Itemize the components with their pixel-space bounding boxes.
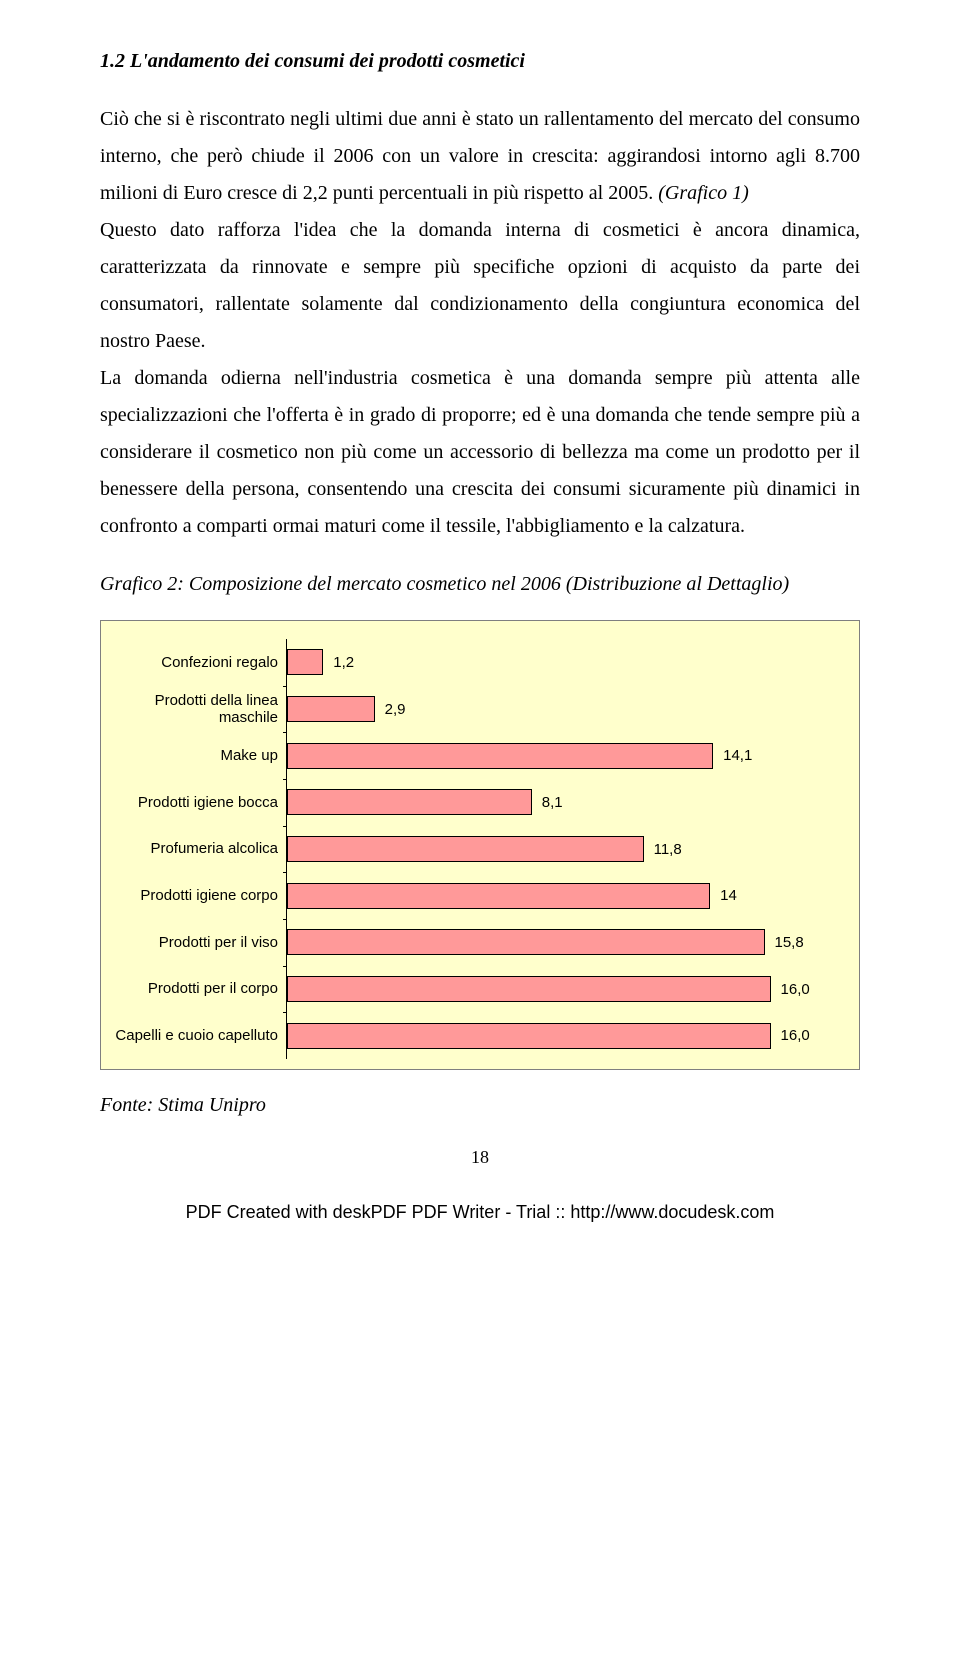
bar	[287, 789, 532, 815]
axis-tick	[283, 732, 287, 733]
document-page: 1.2 L'andamento dei consumi dei prodotti…	[0, 0, 960, 1198]
bar	[287, 649, 323, 675]
bar-row: 15,8	[287, 919, 831, 966]
bar-row: 2,9	[287, 686, 831, 733]
bar-row: 14,1	[287, 732, 831, 779]
axis-tick	[283, 686, 287, 687]
y-axis-label: Prodotti per il corpo	[111, 966, 286, 1013]
para1-ref: (Grafico 1)	[658, 182, 749, 204]
axis-tick	[283, 919, 287, 920]
y-axis-label: Confezioni regalo	[111, 639, 286, 686]
y-axis-label: Make up	[111, 732, 286, 779]
bar-value-label: 15,8	[775, 934, 804, 951]
axis-tick	[283, 826, 287, 827]
page-number: 18	[100, 1147, 860, 1168]
bar	[287, 929, 765, 955]
bar	[287, 1023, 771, 1049]
bar-row: 1,2	[287, 639, 831, 686]
para2-text: Questo dato rafforza l'idea che la doman…	[100, 219, 860, 352]
bar	[287, 743, 713, 769]
axis-tick	[283, 966, 287, 967]
y-axis-label: Prodotti igiene corpo	[111, 872, 286, 919]
section-title: 1.2 L'andamento dei consumi dei prodotti…	[100, 50, 860, 73]
bar-row: 11,8	[287, 826, 831, 873]
axis-tick	[283, 779, 287, 780]
para3-text: La domanda odierna nell'industria cosmet…	[100, 367, 860, 537]
bar-value-label: 11,8	[654, 841, 682, 858]
bar-row: 8,1	[287, 779, 831, 826]
y-axis-label: Prodotti per il viso	[111, 919, 286, 966]
bar-value-label: 16,0	[781, 1027, 810, 1044]
bar-row: 16,0	[287, 1012, 831, 1059]
bar-value-label: 16,0	[781, 981, 810, 998]
bar-chart: Confezioni regaloProdotti della linea ma…	[100, 620, 860, 1070]
bar	[287, 883, 710, 909]
bar	[287, 976, 771, 1002]
y-axis-label: Capelli e cuoio capelluto	[111, 1012, 286, 1059]
bar-row: 14	[287, 872, 831, 919]
bar	[287, 696, 375, 722]
bar-value-label: 1,2	[333, 654, 354, 671]
axis-tick	[283, 872, 287, 873]
pdf-footer: PDF Created with deskPDF PDF Writer - Tr…	[0, 1202, 960, 1233]
y-axis-label: Profumeria alcolica	[111, 826, 286, 873]
y-axis-label: Prodotti della linea maschile	[111, 686, 286, 733]
bar-row: 16,0	[287, 966, 831, 1013]
bar-value-label: 14	[720, 887, 737, 904]
y-axis-labels: Confezioni regaloProdotti della linea ma…	[111, 639, 286, 1059]
bar-value-label: 14,1	[723, 747, 752, 764]
axis-tick	[283, 1012, 287, 1013]
bar-value-label: 8,1	[542, 794, 563, 811]
chart-source: Fonte: Stima Unipro	[100, 1094, 860, 1117]
chart-title: Grafico 2: Composizione del mercato cosm…	[100, 573, 860, 596]
bar-value-label: 2,9	[385, 701, 406, 718]
bar	[287, 836, 644, 862]
paragraph-1: Ciò che si è riscontrato negli ultimi du…	[100, 101, 860, 545]
plot-area: 1,2 2,9 14,1 8,1 11,8 14 15,8 16,0 16,0	[286, 639, 831, 1059]
y-axis-label: Prodotti igiene bocca	[111, 779, 286, 826]
chart-inner: Confezioni regaloProdotti della linea ma…	[111, 639, 831, 1059]
